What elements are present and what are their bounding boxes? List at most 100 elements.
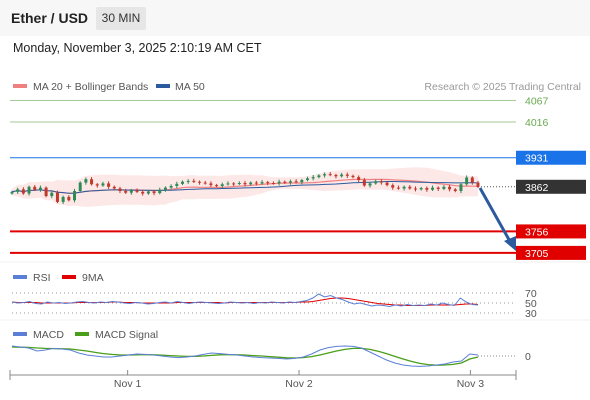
candle-body	[226, 183, 230, 185]
candle-body	[50, 192, 54, 197]
candle-body	[16, 189, 20, 192]
candle-body	[101, 183, 105, 186]
level-label-3756: 3756	[525, 226, 549, 238]
legend-macd: MACD	[33, 329, 64, 341]
macd-line	[11, 345, 479, 367]
candle-body	[402, 186, 406, 189]
rsi-level-label: 30	[525, 308, 537, 320]
candle-body	[368, 183, 372, 186]
chart-title: Ether / USD	[11, 10, 89, 26]
candle-body	[249, 182, 253, 185]
candle-body	[374, 181, 378, 184]
candle-body	[254, 182, 258, 184]
candle-body	[237, 183, 241, 184]
candle-body	[431, 187, 435, 190]
candle-body	[300, 180, 304, 183]
candle-body	[266, 182, 270, 184]
candle-body	[232, 183, 236, 185]
candle-body	[448, 186, 452, 190]
candle-body	[124, 191, 128, 193]
candle-body	[294, 181, 298, 183]
candle-body	[44, 187, 48, 197]
candle-body	[453, 189, 457, 191]
legend-swatch-macd-signal	[75, 332, 89, 336]
level-label-3862: 3862	[525, 182, 549, 194]
credit-text: Research © 2025 Trading Central	[424, 81, 581, 93]
candle-body	[118, 188, 122, 191]
candle-body	[38, 187, 42, 190]
candle-body	[442, 186, 446, 189]
x-tick-label: Nov 1	[114, 378, 142, 390]
candle-body	[413, 188, 417, 190]
candle-body	[163, 187, 167, 190]
candle-body	[146, 191, 150, 194]
candle-body	[288, 181, 292, 183]
candle-body	[135, 190, 139, 192]
candle-body	[203, 182, 207, 184]
forecast-arrow	[478, 187, 514, 246]
candle-body	[470, 177, 474, 183]
candle-body	[357, 177, 361, 181]
chart-datetime: Monday, November 3, 2025 2:10:19 AM CET	[13, 41, 262, 55]
candle-body	[277, 181, 281, 184]
legend-macd-signal: MACD Signal	[95, 329, 158, 341]
candle-body	[260, 182, 264, 184]
forecast-arrowhead	[504, 236, 516, 251]
candle-body	[328, 174, 332, 176]
legend-swatch-9ma	[62, 275, 76, 279]
candle-body	[391, 185, 395, 188]
level-tag-3862	[516, 179, 586, 194]
candle-body	[396, 187, 400, 189]
candle-body	[107, 183, 111, 187]
candle-body	[112, 186, 116, 189]
legend-ma20: MA 20 + Bollinger Bands	[33, 81, 148, 93]
candle-body	[243, 183, 247, 185]
candle-body	[55, 192, 59, 202]
candle-body	[271, 183, 275, 184]
x-ticks: Nov 1 Nov 2 Nov 3	[114, 370, 484, 390]
candle-body	[90, 179, 94, 185]
level-label-4067: 4067	[525, 95, 549, 107]
candle-body	[351, 175, 355, 178]
candle-body	[425, 188, 429, 190]
macd-panel: 0	[11, 345, 531, 367]
candle-body	[311, 177, 315, 179]
candle-body	[180, 181, 184, 184]
level-label-3931: 3931	[525, 153, 549, 165]
candle-body	[476, 182, 480, 187]
candle-body	[408, 186, 412, 189]
candle-body	[345, 174, 349, 176]
ma50-line	[11, 181, 479, 194]
timeframe-button[interactable]: 30 MIN	[96, 7, 146, 30]
bollinger-band	[12, 167, 478, 207]
candle-body	[198, 181, 202, 183]
candle-body	[21, 189, 25, 194]
chart-header: Ether / USD 30 MIN	[0, 0, 590, 36]
candle-body	[141, 191, 145, 194]
candle-body	[340, 174, 344, 177]
level-labels: 4067 4016 3931 3862 3756 3705	[516, 95, 586, 260]
candle-body	[158, 189, 162, 194]
candles	[10, 172, 480, 205]
candle-body	[95, 184, 99, 186]
candle-body	[209, 183, 213, 186]
candle-body	[323, 174, 327, 176]
candle-body	[436, 187, 440, 189]
candle-body	[10, 191, 14, 194]
candle-body	[215, 185, 219, 187]
level-tag-3705	[516, 245, 586, 260]
level-label-3705: 3705	[525, 248, 549, 260]
candle-body	[306, 178, 310, 181]
x-tick-label: Nov 2	[285, 378, 313, 390]
rsi-line	[11, 293, 479, 308]
candle-body	[169, 185, 173, 188]
candle-body	[362, 180, 366, 186]
x-tick-label: Nov 3	[457, 378, 485, 390]
rsi-level-label: 70	[525, 288, 537, 300]
candle-body	[419, 188, 423, 190]
candle-body	[84, 179, 88, 183]
legend-9ma: 9MA	[82, 272, 104, 284]
candle-body	[379, 181, 383, 183]
